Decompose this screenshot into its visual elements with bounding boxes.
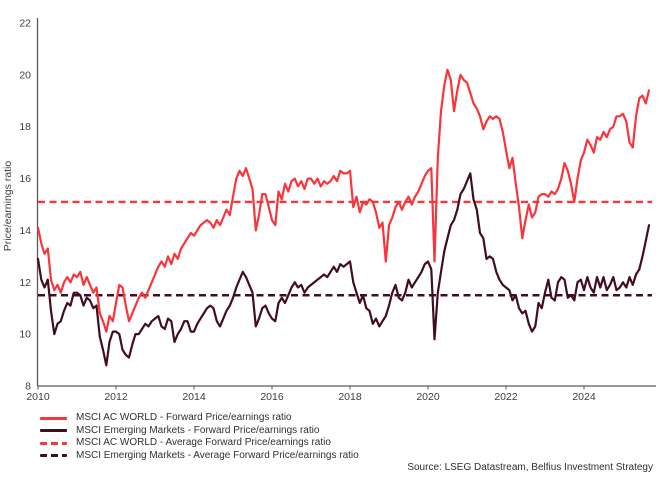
y-tick-label: 14 [19,225,31,237]
y-tick-label: 10 [19,329,31,341]
plot-area: Price/earnings ratio 8101214161820222010… [2,18,656,403]
y-tick-label: 22 [19,18,31,30]
legend: MSCI AC WORLD - Forward Price/earnings r… [40,412,359,462]
legend-label: MSCI AC WORLD - Forward Price/earnings r… [76,412,292,423]
x-tick-label: 2010 [26,391,50,403]
legend-item-world-forward: MSCI AC WORLD - Forward Price/earnings r… [40,412,359,425]
source-note: Source: LSEG Datastream, Belfius Investm… [407,462,653,473]
legend-item-em-average: MSCI Emerging Markets - Average Forward … [40,450,359,463]
legend-item-world-average: MSCI AC WORLD - Average Forward Price/ea… [40,437,359,450]
x-tick-label: 2022 [494,391,518,403]
world-dashed-line-swatch-icon [40,441,67,445]
legend-label: MSCI AC WORLD - Average Forward Price/ea… [76,437,331,448]
x-tick-label: 2024 [572,391,596,403]
y-tick-label: 20 [19,69,31,81]
world-solid-line-swatch-icon [40,416,67,420]
em-forward-pe-line [36,172,651,367]
x-tick-label: 2020 [416,391,440,403]
y-tick-label: 18 [19,121,31,133]
y-tick-label: 16 [19,173,31,185]
y-axis-title: Price/earnings ratio [2,161,14,252]
em-solid-line-swatch-icon [40,429,67,433]
world-forward-pe-line [36,68,651,333]
y-tick-label: 12 [19,277,31,289]
x-tick-label: 2016 [260,391,284,403]
x-tick-label: 2018 [338,391,362,403]
legend-label: MSCI Emerging Markets - Average Forward … [76,449,359,461]
y-tick-label: 8 [25,381,31,393]
legend-label: MSCI Emerging Markets - Forward Price/ea… [76,424,320,436]
em-dashed-line-swatch-icon [40,454,67,458]
legend-item-em-forward: MSCI Emerging Markets - Forward Price/ea… [40,425,359,438]
x-tick-label: 2012 [104,391,128,403]
x-tick-label: 2014 [182,391,206,403]
